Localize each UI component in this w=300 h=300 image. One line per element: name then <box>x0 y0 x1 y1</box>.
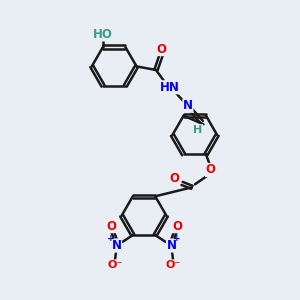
Text: H: H <box>194 125 203 135</box>
Text: O: O <box>206 164 215 176</box>
Text: HN: HN <box>160 81 179 94</box>
Text: N: N <box>183 99 193 112</box>
Text: N: N <box>111 239 122 252</box>
Text: O: O <box>172 220 182 232</box>
Text: +: + <box>173 235 181 244</box>
Text: O: O <box>169 172 179 185</box>
Text: +: + <box>107 235 115 244</box>
Text: O: O <box>156 43 166 56</box>
Text: HO: HO <box>93 28 113 41</box>
Text: N: N <box>167 239 177 252</box>
Text: O: O <box>106 220 116 232</box>
Text: O⁻: O⁻ <box>107 260 122 270</box>
Text: O⁻: O⁻ <box>166 260 181 270</box>
